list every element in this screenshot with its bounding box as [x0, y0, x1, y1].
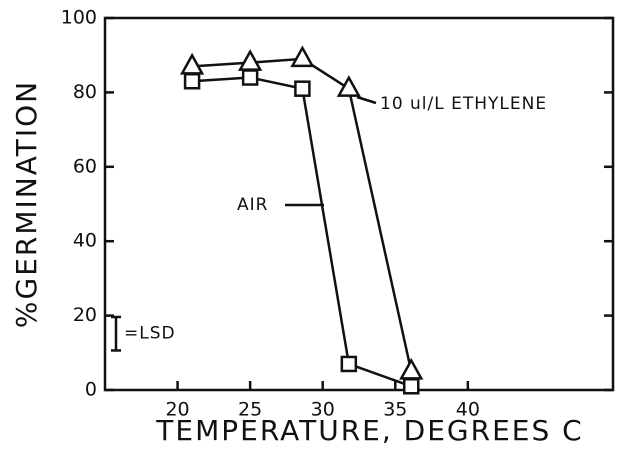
- triangle-marker: [238, 49, 263, 71]
- leader-line: [356, 95, 377, 105]
- lsd-label: =LSD: [124, 324, 176, 344]
- x-tick-label: 30: [311, 399, 335, 421]
- y-tick-label: 0: [85, 379, 97, 401]
- series-line: [192, 76, 412, 388]
- series-line: [192, 57, 413, 372]
- x-tick-label: 25: [238, 399, 262, 421]
- triangle-marker: [290, 45, 315, 68]
- x-tick-label: 40: [456, 399, 480, 421]
- series-label: 10 ul/L ETHYLENE: [380, 94, 547, 114]
- y-tick-label: 40: [73, 230, 97, 252]
- y-tick-label: 20: [73, 304, 97, 326]
- series-label: AIR: [237, 195, 268, 215]
- square-marker: [241, 69, 259, 86]
- triangle-marker: [336, 75, 361, 97]
- plot-frame: [103, 16, 615, 392]
- square-marker: [183, 72, 201, 90]
- square-marker: [340, 355, 358, 373]
- triangle-marker: [179, 52, 205, 75]
- square-marker: [403, 378, 420, 395]
- y-tick-label: 100: [61, 7, 97, 29]
- y-tick-label: 80: [73, 81, 97, 103]
- y-tick-label: 60: [73, 155, 97, 177]
- square-marker: [294, 80, 311, 97]
- y-axis-title: %GERMINATION: [10, 80, 43, 328]
- x-tick-label: 35: [383, 399, 407, 421]
- triangle-marker: [399, 357, 424, 380]
- x-tick-label: 20: [165, 399, 189, 421]
- x-axis-title: TEMPERATURE, DEGREES C: [155, 414, 583, 447]
